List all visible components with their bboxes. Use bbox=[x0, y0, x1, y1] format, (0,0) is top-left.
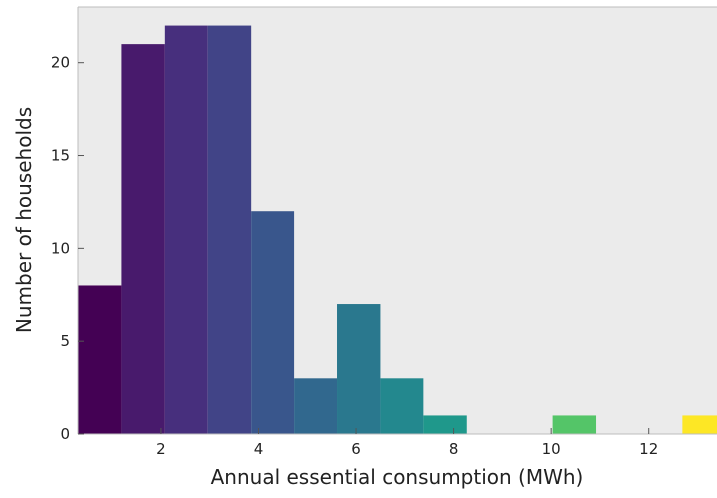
axes-group bbox=[77, 6, 717, 435]
x-axis-label: Annual essential consumption (MWh) bbox=[211, 465, 584, 489]
y-tick-label: 10 bbox=[51, 239, 70, 257]
histogram-bar bbox=[251, 211, 295, 434]
histogram-bar bbox=[552, 415, 597, 434]
y-tick-label: 15 bbox=[51, 147, 70, 165]
x-tick-label: 12 bbox=[639, 440, 658, 458]
bars-group bbox=[78, 25, 717, 435]
y-axis-label: Number of households bbox=[12, 107, 36, 333]
histogram-bar bbox=[121, 44, 165, 435]
histogram-bar bbox=[164, 25, 208, 435]
histogram-bar bbox=[682, 415, 717, 434]
histogram-bar bbox=[207, 25, 252, 435]
histogram-bar bbox=[423, 415, 467, 434]
y-tick-label: 20 bbox=[51, 54, 70, 72]
histogram-bar bbox=[380, 378, 424, 434]
x-ticks-group: 2 4 6 8 10 12 bbox=[156, 428, 658, 458]
x-tick-label: 10 bbox=[542, 440, 561, 458]
x-tick-label: 4 bbox=[254, 440, 264, 458]
x-tick-label: 8 bbox=[449, 440, 459, 458]
x-tick-label: 2 bbox=[156, 440, 166, 458]
histogram-bar bbox=[78, 285, 122, 434]
histogram-bar bbox=[294, 378, 338, 434]
y-ticks-group: 0 5 10 15 20 bbox=[51, 54, 84, 443]
y-tick-label: 5 bbox=[60, 332, 70, 350]
x-tick-label: 6 bbox=[351, 440, 361, 458]
y-tick-label: 0 bbox=[60, 425, 70, 443]
histogram-bar bbox=[337, 304, 381, 434]
